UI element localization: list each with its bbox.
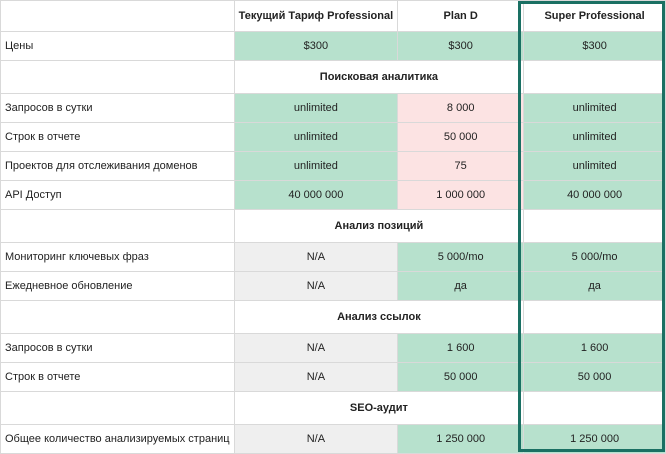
value-cell: да xyxy=(397,271,525,301)
value-cell: 1 250 000 xyxy=(397,424,525,454)
value-cell: 1 250 000 xyxy=(523,424,666,454)
value-cell: 40 000 000 xyxy=(523,180,666,210)
table-row: Запросов в сутки N/A 1 600 1 600 xyxy=(0,333,666,363)
header-empty-cell xyxy=(0,0,235,32)
section-empty-cell xyxy=(523,209,666,243)
table-row: Запросов в сутки unlimited 8 000 unlimited xyxy=(0,93,666,123)
column-header-current-plan: Текущий Тариф Professional xyxy=(233,0,399,32)
value-cell: N/A xyxy=(233,242,399,272)
section-title: SEO-аудит xyxy=(233,391,525,425)
section-row: Поисковая аналитика xyxy=(0,60,666,94)
section-row: Анализ ссылок xyxy=(0,300,666,334)
value-cell: 50 000 xyxy=(397,362,525,392)
value-cell: unlimited xyxy=(523,93,666,123)
value-cell: $300 xyxy=(397,31,525,61)
row-label: Строк в отчете xyxy=(0,362,235,392)
value-cell: N/A xyxy=(233,424,399,454)
table-row: API Доступ 40 000 000 1 000 000 40 000 000 xyxy=(0,180,666,210)
value-cell: 1 600 xyxy=(397,333,525,363)
section-empty-cell xyxy=(0,60,235,94)
value-cell: N/A xyxy=(233,333,399,363)
row-label: Запросов в сутки xyxy=(0,93,235,123)
value-cell: N/A xyxy=(233,271,399,301)
section-row: SEO-аудит xyxy=(0,391,666,425)
table-row: Проектов для отслеживания доменов unlimit… xyxy=(0,151,666,181)
section-empty-cell xyxy=(0,209,235,243)
table-row: Мониторинг ключевых фраз N/A 5 000/mo 5 000… xyxy=(0,242,666,272)
row-label: Строк в отчете xyxy=(0,122,235,152)
section-title: Анализ позиций xyxy=(233,209,525,243)
table-row: Строк в отчете N/A 50 000 50 000 xyxy=(0,362,666,392)
section-empty-cell xyxy=(523,391,666,425)
row-label: Мониторинг ключевых фраз xyxy=(0,242,235,272)
section-row: Анализ позиций xyxy=(0,209,666,243)
value-cell: 75 xyxy=(397,151,525,181)
table-row: Строк в отчете unlimited 50 000 unlimited xyxy=(0,122,666,152)
row-label: Проектов для отслеживания доменов xyxy=(0,151,235,181)
column-header-plan-d: Plan D xyxy=(397,0,525,32)
row-label: Ежедневное обновление xyxy=(0,271,235,301)
section-empty-cell xyxy=(0,391,235,425)
value-cell: unlimited xyxy=(233,151,399,181)
section-empty-cell xyxy=(523,300,666,334)
table-row: Общее количество анализируемых страниц N/… xyxy=(0,424,666,454)
value-cell: 50 000 xyxy=(397,122,525,152)
section-title: Анализ ссылок xyxy=(233,300,525,334)
value-cell: 1 000 000 xyxy=(397,180,525,210)
row-label: Цены xyxy=(0,31,235,61)
value-cell: 50 000 xyxy=(523,362,666,392)
value-cell: 1 600 xyxy=(523,333,666,363)
value-cell: N/A xyxy=(233,362,399,392)
value-cell: unlimited xyxy=(523,122,666,152)
value-cell: 40 000 000 xyxy=(233,180,399,210)
table-row: Цены $300 $300 $300 xyxy=(0,31,666,61)
value-cell: unlimited xyxy=(233,122,399,152)
value-cell: $300 xyxy=(523,31,666,61)
value-cell: $300 xyxy=(233,31,399,61)
value-cell: unlimited xyxy=(523,151,666,181)
table-row: Ежедневное обновление N/A да да xyxy=(0,271,666,301)
row-label: Запросов в сутки xyxy=(0,333,235,363)
header-row: Текущий Тариф Professional Plan D Super … xyxy=(0,0,666,32)
column-header-super-professional: Super Professional xyxy=(523,0,666,32)
row-label: API Доступ xyxy=(0,180,235,210)
row-label: Общее количество анализируемых страниц xyxy=(0,424,235,454)
section-title: Поисковая аналитика xyxy=(233,60,525,94)
value-cell: unlimited xyxy=(233,93,399,123)
section-empty-cell xyxy=(0,300,235,334)
section-empty-cell xyxy=(523,60,666,94)
value-cell: да xyxy=(523,271,666,301)
value-cell: 5 000/mo xyxy=(523,242,666,272)
value-cell: 5 000/mo xyxy=(397,242,525,272)
value-cell: 8 000 xyxy=(397,93,525,123)
